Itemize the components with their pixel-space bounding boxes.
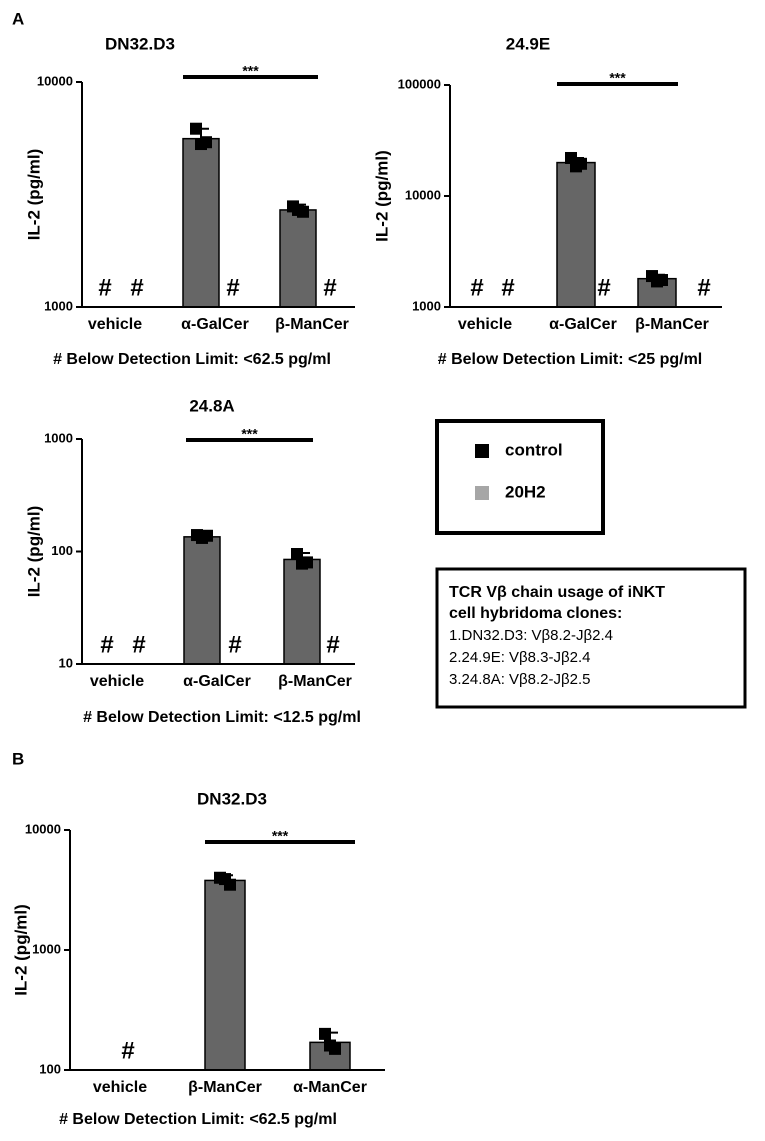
y-axis-label: IL-2 (pg/ml) (24, 506, 43, 598)
below-limit-label: # (697, 274, 710, 301)
legend-label: 20H2 (505, 482, 546, 501)
data-point (190, 122, 202, 135)
significance-label: *** (241, 426, 258, 442)
bar (182, 137, 220, 308)
below-limit-label: # (326, 631, 339, 658)
y-tick-label: 100 (39, 1061, 61, 1076)
bar (279, 209, 317, 308)
legend-swatch (475, 444, 489, 458)
y-axis-label: IL-2 (pg/ml) (372, 150, 391, 242)
bar (556, 161, 596, 308)
below-limit-label: # (98, 274, 111, 301)
x-tick-label: α-GalCer (549, 316, 617, 333)
data-point (291, 548, 303, 561)
note: # Below Detection Limit: <62.5 pg/ml (53, 351, 331, 368)
note: # Below Detection Limit: <25 pg/ml (438, 351, 703, 368)
below-limit-label: # (228, 631, 241, 658)
note: # Below Detection Limit: <62.5 pg/ml (59, 1111, 337, 1128)
data-point (324, 1039, 336, 1052)
data-point (296, 557, 308, 570)
x-tick-label: vehicle (458, 316, 512, 333)
axes (449, 85, 722, 308)
info-box (435, 567, 747, 709)
x-tick-label: vehicle (88, 316, 142, 333)
below-limit-label: # (132, 631, 145, 658)
bar (283, 558, 321, 665)
panel-label: B (12, 749, 24, 768)
below-limit-label: # (323, 274, 336, 301)
y-tick-label: 100000 (398, 76, 441, 91)
x-tick-label: β-ManCer (635, 316, 709, 333)
chart-title: 24.9E (506, 34, 550, 53)
significance-label: *** (242, 63, 259, 79)
data-point (319, 1027, 331, 1040)
y-tick-label: 10 (59, 655, 73, 670)
note: # Below Detection Limit: <12.5 pg/ml (83, 709, 361, 726)
significance-label: *** (272, 828, 289, 844)
below-limit-label: # (470, 274, 483, 301)
y-tick-label: 10000 (25, 821, 61, 836)
chart-title: DN32.D3 (105, 34, 175, 53)
y-tick-label: 100 (51, 543, 73, 558)
y-tick-label: 10000 (405, 187, 441, 202)
below-limit-label: # (226, 274, 239, 301)
y-tick-label: 10000 (37, 73, 73, 88)
below-limit-label: # (100, 631, 113, 658)
x-tick-label: α-ManCer (293, 1079, 367, 1096)
bar (183, 536, 221, 665)
info-title: TCR Vβ chain usage of iNKT (449, 584, 665, 601)
y-tick-label: 1000 (412, 298, 441, 313)
y-axis-label: IL-2 (pg/ml) (11, 904, 30, 996)
x-tick-label: α-GalCer (181, 316, 249, 333)
significance-label: *** (609, 70, 626, 86)
below-limit-label: # (130, 274, 143, 301)
below-limit-label: # (121, 1037, 134, 1064)
bar (204, 879, 246, 1071)
y-tick-label: 1000 (44, 298, 73, 313)
axes (81, 439, 355, 665)
data-point (219, 873, 231, 886)
x-tick-label: β-ManCer (188, 1079, 262, 1096)
x-tick-label: β-ManCer (275, 316, 349, 333)
info-title: cell hybridoma clones: (449, 605, 622, 622)
chart-title: 24.8A (189, 396, 234, 415)
x-tick-label: vehicle (90, 673, 144, 690)
info-line: 3.24.8A: Vβ8.2-Jβ2.5 (449, 671, 591, 688)
data-point (196, 531, 208, 544)
chart-title: DN32.D3 (197, 789, 267, 808)
x-tick-label: α-GalCer (183, 673, 251, 690)
data-point (651, 275, 663, 288)
data-point (195, 138, 207, 151)
legend-swatch (475, 486, 489, 500)
panel-label: A (12, 9, 24, 28)
below-limit-label: # (501, 274, 514, 301)
info-line: 1.DN32.D3: Vβ8.2-Jβ2.4 (449, 627, 613, 644)
y-axis-label: IL-2 (pg/ml) (24, 149, 43, 241)
info-line: 2.24.9E: Vβ8.3-Jβ2.4 (449, 649, 591, 666)
bar (637, 277, 677, 308)
data-point (570, 160, 582, 173)
data-point (292, 203, 304, 216)
x-tick-label: vehicle (93, 1079, 147, 1096)
x-tick-label: β-ManCer (278, 673, 352, 690)
axes (81, 82, 355, 308)
y-tick-label: 1000 (44, 430, 73, 445)
axes (69, 830, 385, 1071)
legend-label: control (505, 440, 563, 459)
below-limit-label: # (597, 274, 610, 301)
legend-box (435, 419, 605, 535)
y-tick-label: 1000 (32, 941, 61, 956)
